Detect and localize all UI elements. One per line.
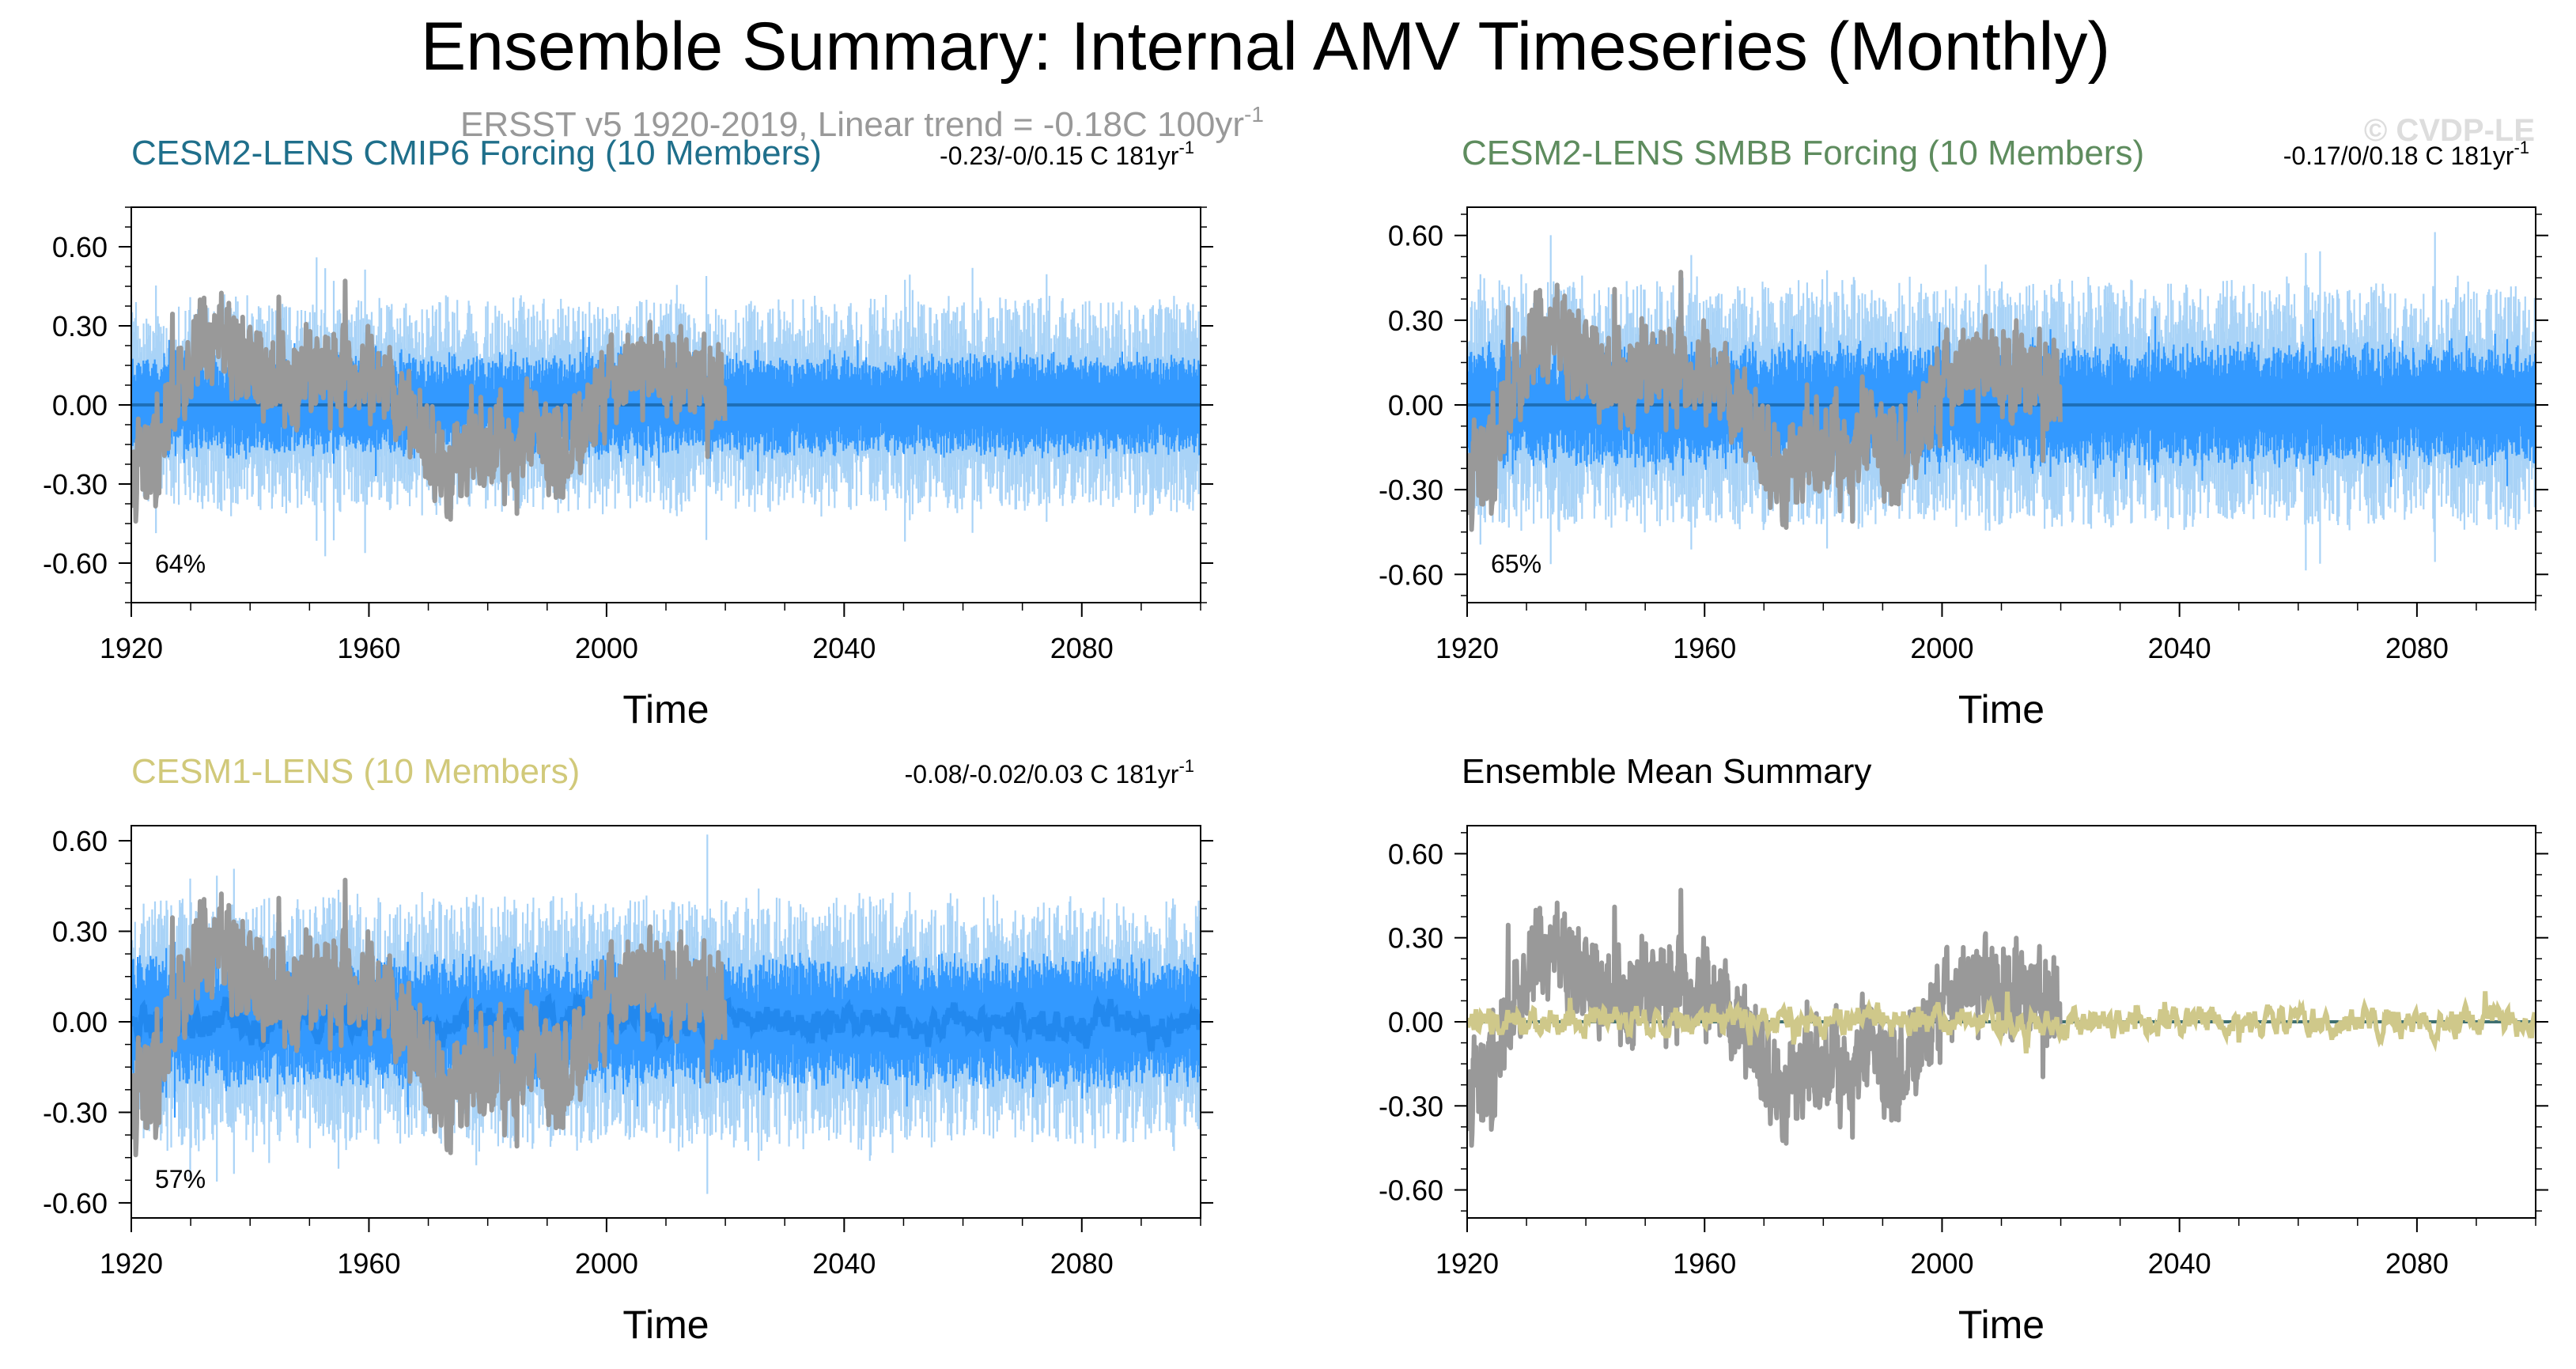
y-tick-label: -0.30 (1379, 1090, 1443, 1122)
y-tick-label: 0.30 (52, 916, 108, 948)
panel-title: CESM2-LENS CMIP6 Forcing (10 Members) (131, 134, 822, 172)
x-axis-label: Time (622, 687, 709, 732)
y-axis: -0.60 -0.30 0.00 0.30 0.60 (1379, 214, 2548, 596)
y-tick-label: 0.30 (1388, 304, 1443, 337)
y-tick-label: -0.60 (1379, 1174, 1443, 1207)
x-tick-label: 2080 (2385, 632, 2449, 664)
x-tick-label: 1960 (337, 632, 400, 664)
x-tick-label: 2080 (2385, 1247, 2449, 1280)
y-tick-label: -0.60 (43, 1187, 108, 1220)
y-tick-label: 0.00 (1388, 389, 1443, 422)
figure-subtitle-sup: -1 (1244, 102, 1264, 127)
x-tick-label: 1920 (100, 1247, 163, 1280)
y-tick-label: 0.30 (1388, 922, 1443, 955)
chart-panel-cesm1: -0.60 -0.30 0.00 0.30 0.60 1920 1960 2000 2040 20… (43, 752, 1213, 1347)
x-tick-label: 2080 (1050, 1247, 1114, 1280)
plot-area (1467, 887, 2536, 1148)
y-tick-label: 0.60 (1388, 838, 1443, 870)
x-tick-label: 2040 (812, 632, 876, 664)
x-tick-label: 1920 (1436, 632, 1499, 664)
y-tick-label: -0.60 (43, 547, 108, 580)
watermark: © CVDP-LE (2364, 113, 2535, 148)
percent-label: 64% (155, 550, 206, 578)
x-tick-label: 1960 (1673, 1247, 1736, 1280)
y-tick-label: 0.60 (1388, 220, 1443, 252)
x-tick-label: 2040 (812, 1247, 876, 1280)
plot-area (1467, 232, 2536, 571)
y-tick-label: -0.30 (43, 1096, 108, 1129)
plot-area (131, 834, 1201, 1194)
x-tick-label: 2000 (1910, 632, 1973, 664)
x-tick-label: 2080 (1050, 632, 1114, 664)
series-observations (1467, 270, 2063, 532)
x-tick-label: 1920 (100, 632, 163, 664)
y-tick-label: 0.00 (52, 389, 108, 422)
y-tick-label: 0.60 (52, 825, 108, 857)
x-tick-label: 2040 (2148, 1247, 2211, 1280)
y-axis: -0.60 -0.30 0.00 0.30 0.60 (43, 206, 1213, 603)
x-axis: 1920 1960 2000 2040 2080 (100, 603, 1201, 664)
y-tick-label: 0.00 (52, 1006, 108, 1038)
x-tick-label: 2000 (575, 632, 638, 664)
x-tick-label: 2000 (575, 1247, 638, 1280)
percent-label: 65% (1491, 550, 1541, 578)
x-axis-label: Time (1958, 687, 2045, 732)
panel-title: CESM1-LENS (10 Members) (131, 752, 580, 791)
trend-label: -0.08/-0.02/0.03 C 181yr-1 (905, 756, 1194, 788)
x-axis: 1920 1960 2000 2040 2080 (1436, 1218, 2536, 1280)
x-axis-label: Time (622, 1303, 709, 1347)
chart-panel-cesm2-cmip6: -0.60 -0.30 0.00 0.30 0.60 1920 1960 2000 2040 20… (43, 134, 1213, 732)
y-axis: -0.60 -0.30 0.00 0.30 0.60 (43, 825, 1213, 1220)
x-tick-label: 1920 (1436, 1247, 1499, 1280)
x-axis-label: Time (1958, 1303, 2045, 1347)
panel-title: CESM2-LENS SMBB Forcing (10 Members) (1462, 134, 2144, 172)
y-tick-label: 0.00 (1388, 1006, 1443, 1038)
trend-label: -0.17/0/0.18 C 181yr-1 (2283, 138, 2529, 170)
panel-title: Ensemble Mean Summary (1462, 752, 1871, 791)
x-tick-label: 1960 (337, 1247, 400, 1280)
x-tick-label: 1960 (1673, 632, 1736, 664)
y-tick-label: -0.60 (1379, 558, 1443, 591)
trend-label: -0.23/-0/0.15 C 181yr-1 (940, 138, 1194, 170)
x-tick-label: 2040 (2148, 632, 2211, 664)
chart-panel-cesm2-smbb: -0.60 -0.30 0.00 0.30 0.60 1920 1960 2000 2040 20… (1379, 134, 2548, 732)
series-cesm1-ensemble-mean (1467, 991, 2536, 1054)
figure-title: Ensemble Summary: Internal AMV Timeserie… (421, 9, 2110, 85)
y-tick-label: -0.30 (43, 468, 108, 501)
series-observations (131, 278, 728, 524)
series-observations (131, 877, 728, 1158)
y-tick-label: 0.60 (52, 231, 108, 263)
chart-panel-ens-mean-summary: -0.60 -0.30 0.00 0.30 0.60 1920 1960 2000 2040 20… (1379, 752, 2548, 1347)
x-axis: 1920 1960 2000 2040 2080 (1436, 603, 2536, 664)
plot-area (131, 257, 1201, 557)
y-tick-label: -0.30 (1379, 474, 1443, 506)
figure-subtitle: ERSST v5 1920-2019, Linear trend = -0.18… (460, 102, 1264, 144)
y-axis: -0.60 -0.30 0.00 0.30 0.60 (1379, 832, 2548, 1212)
x-axis: 1920 1960 2000 2040 2080 (100, 1218, 1201, 1280)
percent-label: 57% (155, 1165, 206, 1193)
y-tick-label: 0.30 (52, 310, 108, 342)
x-tick-label: 2000 (1910, 1247, 1973, 1280)
